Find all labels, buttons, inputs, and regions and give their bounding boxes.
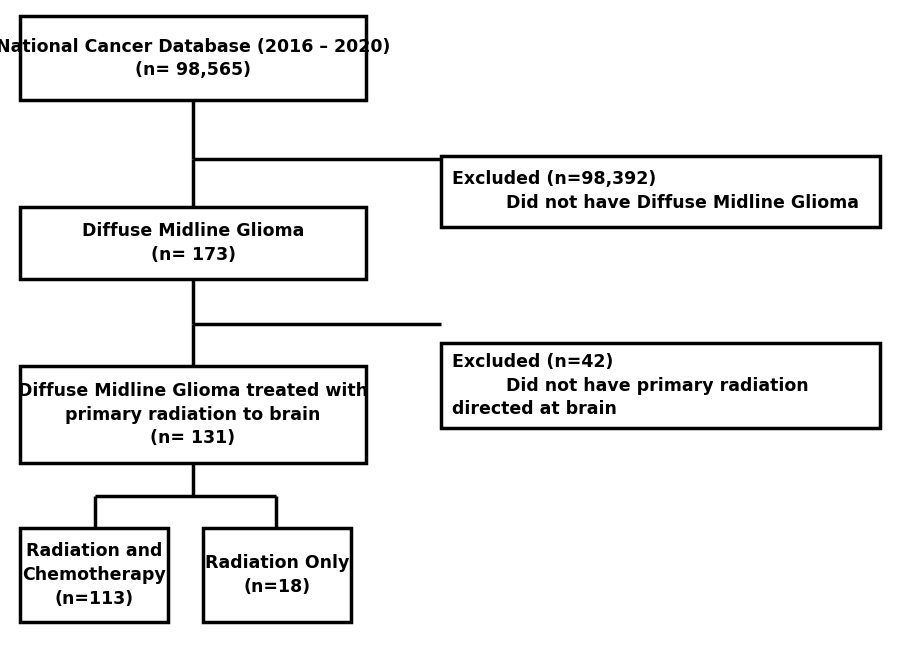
Text: National Cancer Database (2016 – 2020)
(n= 98,565): National Cancer Database (2016 – 2020) (… (0, 38, 391, 79)
FancyBboxPatch shape (441, 156, 880, 227)
Text: Radiation Only
(n=18): Radiation Only (n=18) (204, 554, 349, 596)
Text: Diffuse Midline Glioma treated with
primary radiation to brain
(n= 131): Diffuse Midline Glioma treated with prim… (18, 382, 368, 447)
Text: Excluded (n=42)
         Did not have primary radiation
directed at brain: Excluded (n=42) Did not have primary rad… (452, 353, 808, 418)
FancyBboxPatch shape (20, 528, 168, 622)
FancyBboxPatch shape (441, 343, 880, 428)
Text: Diffuse Midline Glioma
(n= 173): Diffuse Midline Glioma (n= 173) (82, 222, 304, 264)
FancyBboxPatch shape (20, 207, 366, 279)
FancyBboxPatch shape (202, 528, 351, 622)
FancyBboxPatch shape (20, 16, 366, 100)
Text: Excluded (n=98,392)
         Did not have Diffuse Midline Glioma: Excluded (n=98,392) Did not have Diffuse… (452, 170, 859, 212)
Text: Radiation and
Chemotherapy
(n=113): Radiation and Chemotherapy (n=113) (22, 542, 166, 608)
FancyBboxPatch shape (20, 366, 366, 463)
